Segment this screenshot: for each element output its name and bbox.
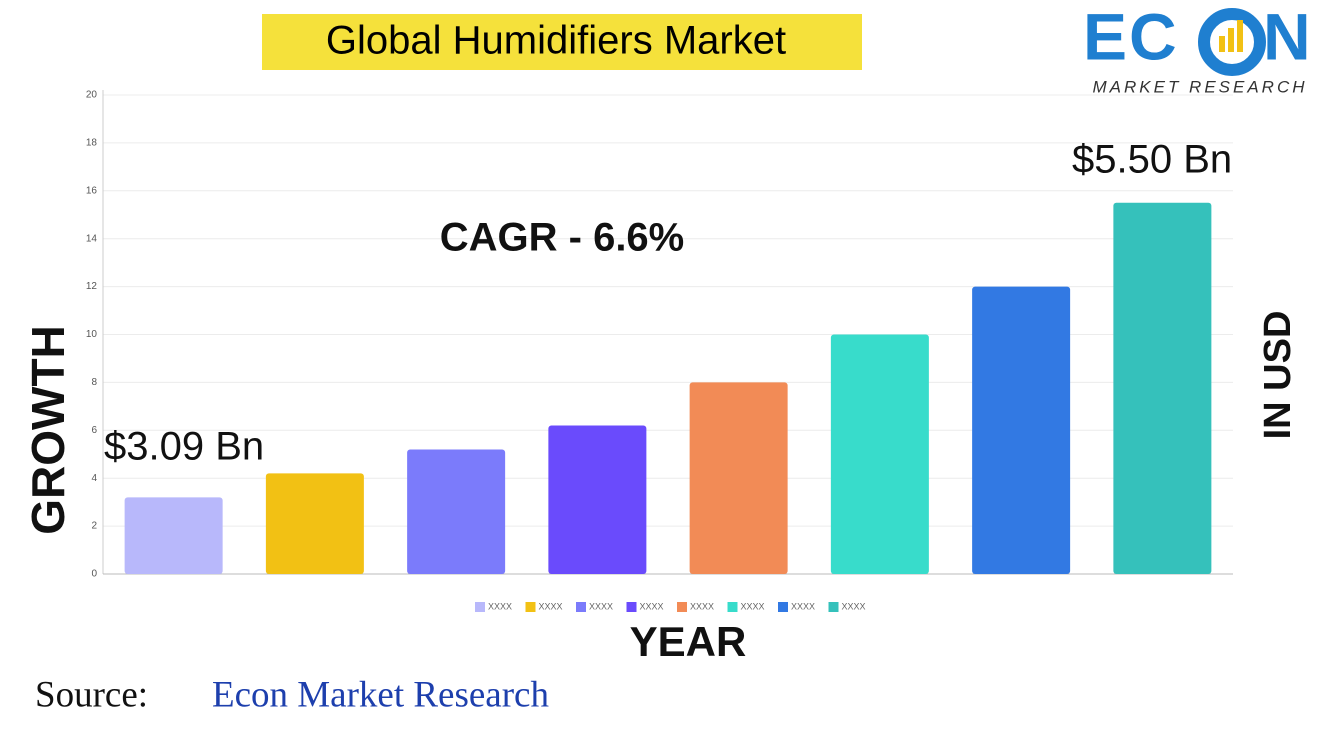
legend-swatch [727,602,738,612]
start-annotation: $3.09 Bn [104,425,264,469]
y2-axis-title: IN USD [1257,311,1299,440]
legend-label: XXXX [791,601,815,611]
logo-tagline: MARKET RESEARCH [1092,77,1307,96]
legend-label: XXXX [640,601,664,611]
logo-right: N [1263,0,1311,73]
logo-icon [1219,36,1225,52]
bar [830,334,929,574]
logo-icon [1228,28,1234,52]
legend-label: XXXX [589,601,613,611]
legend-swatch [677,602,687,612]
bar [265,473,364,574]
legend-label: XXXX [741,601,765,611]
bar [1113,202,1212,574]
title-highlight [262,14,862,70]
source-name: Econ Market Research [212,674,549,715]
legend-swatch [626,602,637,612]
x-axis-title: YEAR [630,618,747,665]
bar [972,286,1071,574]
logo-icon [1237,20,1243,52]
logo-icon [1198,8,1266,76]
y-tick-label: 8 [91,377,97,388]
legend-swatch [778,602,788,612]
legend-label: XXXX [690,601,714,611]
cagr-annotation: CAGR - 6.6% [440,216,685,260]
legend-label: XXXX [842,601,866,611]
legend-label: XXXX [539,601,563,611]
end-annotation: $5.50 Bn [1072,138,1232,182]
legend-swatch [576,602,586,612]
y-tick-label: 18 [86,138,98,149]
y-axis-title: GROWTH [22,325,74,535]
legend-swatch [828,602,839,612]
legend-label: XXXX [488,601,512,611]
chart-title: Global Humidifiers Market [326,19,786,63]
y-tick-label: 14 [86,233,98,244]
bar [124,497,223,574]
bar [407,449,506,574]
y-tick-label: 12 [86,281,98,292]
bar [548,425,647,574]
y-tick-label: 10 [86,329,98,340]
bar [689,382,788,574]
y-tick-label: 16 [86,185,98,196]
y-tick-label: 4 [91,473,97,484]
source-prefix: Source: [35,674,148,715]
legend-swatch [525,602,536,612]
legend-swatch [475,602,485,612]
logo: EC N MARKET RESEARCH [1083,0,1311,96]
y-tick-label: 2 [91,521,97,532]
y-tick-label: 0 [91,569,97,580]
y-tick-label: 20 [86,90,98,101]
y-tick-label: 6 [91,425,97,436]
logo-left: EC [1083,0,1179,73]
